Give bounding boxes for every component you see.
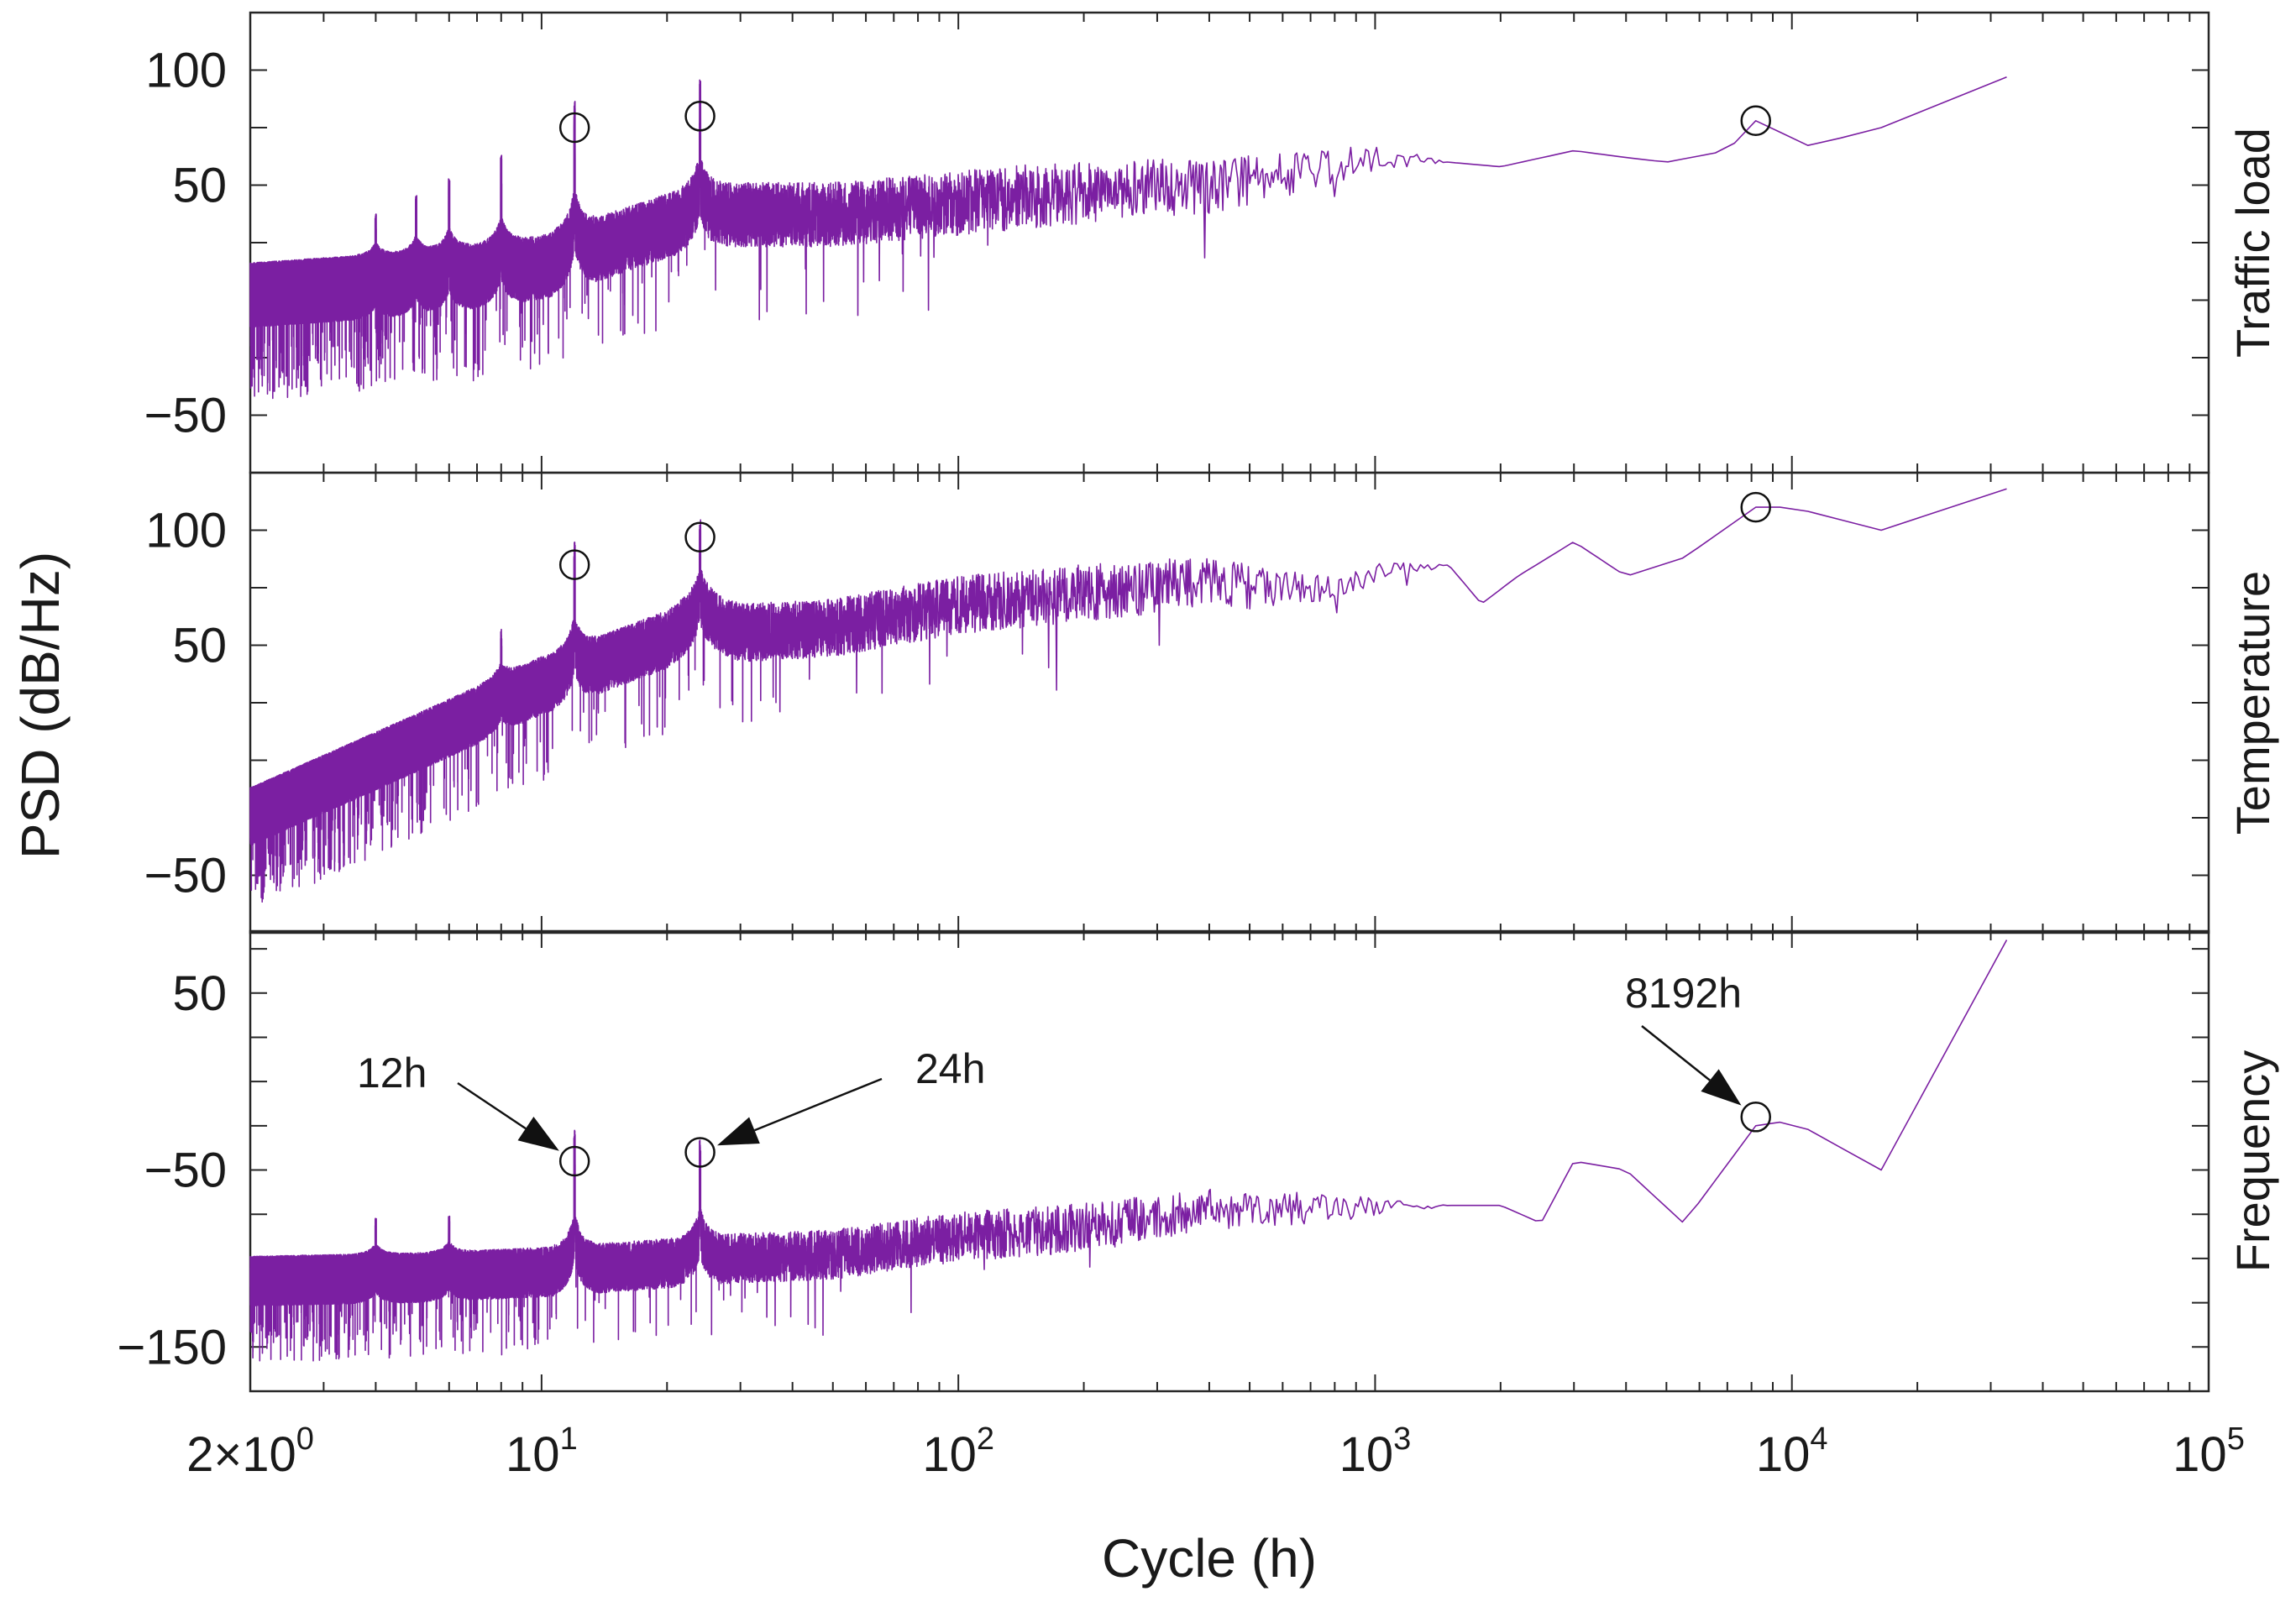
panel-label: Traffic load (2226, 128, 2279, 358)
annotation-12h: 12h (357, 1050, 559, 1151)
y-tick-label: −150 (117, 1320, 227, 1374)
y-tick-label: −50 (144, 1144, 227, 1198)
peak-marker (1740, 491, 1771, 523)
panel-frequency: −150 −50 50 Frequency (117, 929, 2279, 1393)
panel-traffic-load: −50 50 100 Traffic load (144, 11, 2279, 474)
annotation-arrow-line (754, 1077, 883, 1132)
x-tick-label: 2×100 (186, 1421, 314, 1482)
annotation-8192h: 8192h (1625, 970, 1742, 1106)
x-tick-label: 101 (506, 1421, 578, 1482)
annotation-arrow-head (1701, 1069, 1742, 1106)
peak-marker (558, 1145, 590, 1177)
y-tick-label: 100 (145, 44, 227, 98)
y-tick-label: −50 (144, 389, 227, 443)
annotation-layer: 12h 24h 8192h (357, 970, 1742, 1151)
annotation-label: 24h (915, 1045, 985, 1092)
x-tick-label: 102 (922, 1421, 994, 1482)
psd-line-1 (249, 488, 2007, 903)
annotation-label: 8192h (1625, 970, 1742, 1017)
y-tick-label: 50 (172, 619, 227, 673)
peak-marker (558, 549, 590, 580)
panel-label: Temperature (2226, 571, 2279, 835)
panels-layer: −50 50 100 Traffic load −50 50 100 Temperature −… (117, 11, 2279, 1482)
y-tick-label: 50 (172, 159, 227, 213)
annotation-label: 12h (357, 1050, 427, 1097)
peak-marker (1740, 105, 1771, 137)
annotation-arrow-head (517, 1116, 559, 1151)
panel-frame (249, 929, 2210, 1393)
x-axis-title: Cycle (h) (1102, 1528, 1317, 1589)
panel-label: Frequency (2226, 1050, 2279, 1273)
annotation-24h: 24h (716, 1045, 985, 1146)
x-tick-label: 104 (1756, 1421, 1828, 1482)
peak-marker (558, 112, 590, 144)
annotation-arrow-head (716, 1117, 760, 1146)
x-tick-label: 103 (1339, 1421, 1412, 1482)
y-axis-title: PSD (dB/Hz) (10, 552, 71, 859)
peak-marker (1740, 1102, 1771, 1133)
peak-marker (684, 1137, 716, 1168)
y-tick-label: −50 (144, 849, 227, 903)
annotation-arrow-line (457, 1081, 527, 1130)
x-tick-label: 105 (2173, 1421, 2245, 1482)
y-tick-label: 50 (172, 966, 227, 1021)
y-tick-label: 100 (145, 504, 227, 558)
psd-line-0 (249, 76, 2007, 400)
annotation-arrow-line (1641, 1025, 1711, 1081)
peak-marker (684, 101, 716, 132)
psd-line-2 (249, 940, 2008, 1362)
peak-marker (684, 521, 716, 552)
